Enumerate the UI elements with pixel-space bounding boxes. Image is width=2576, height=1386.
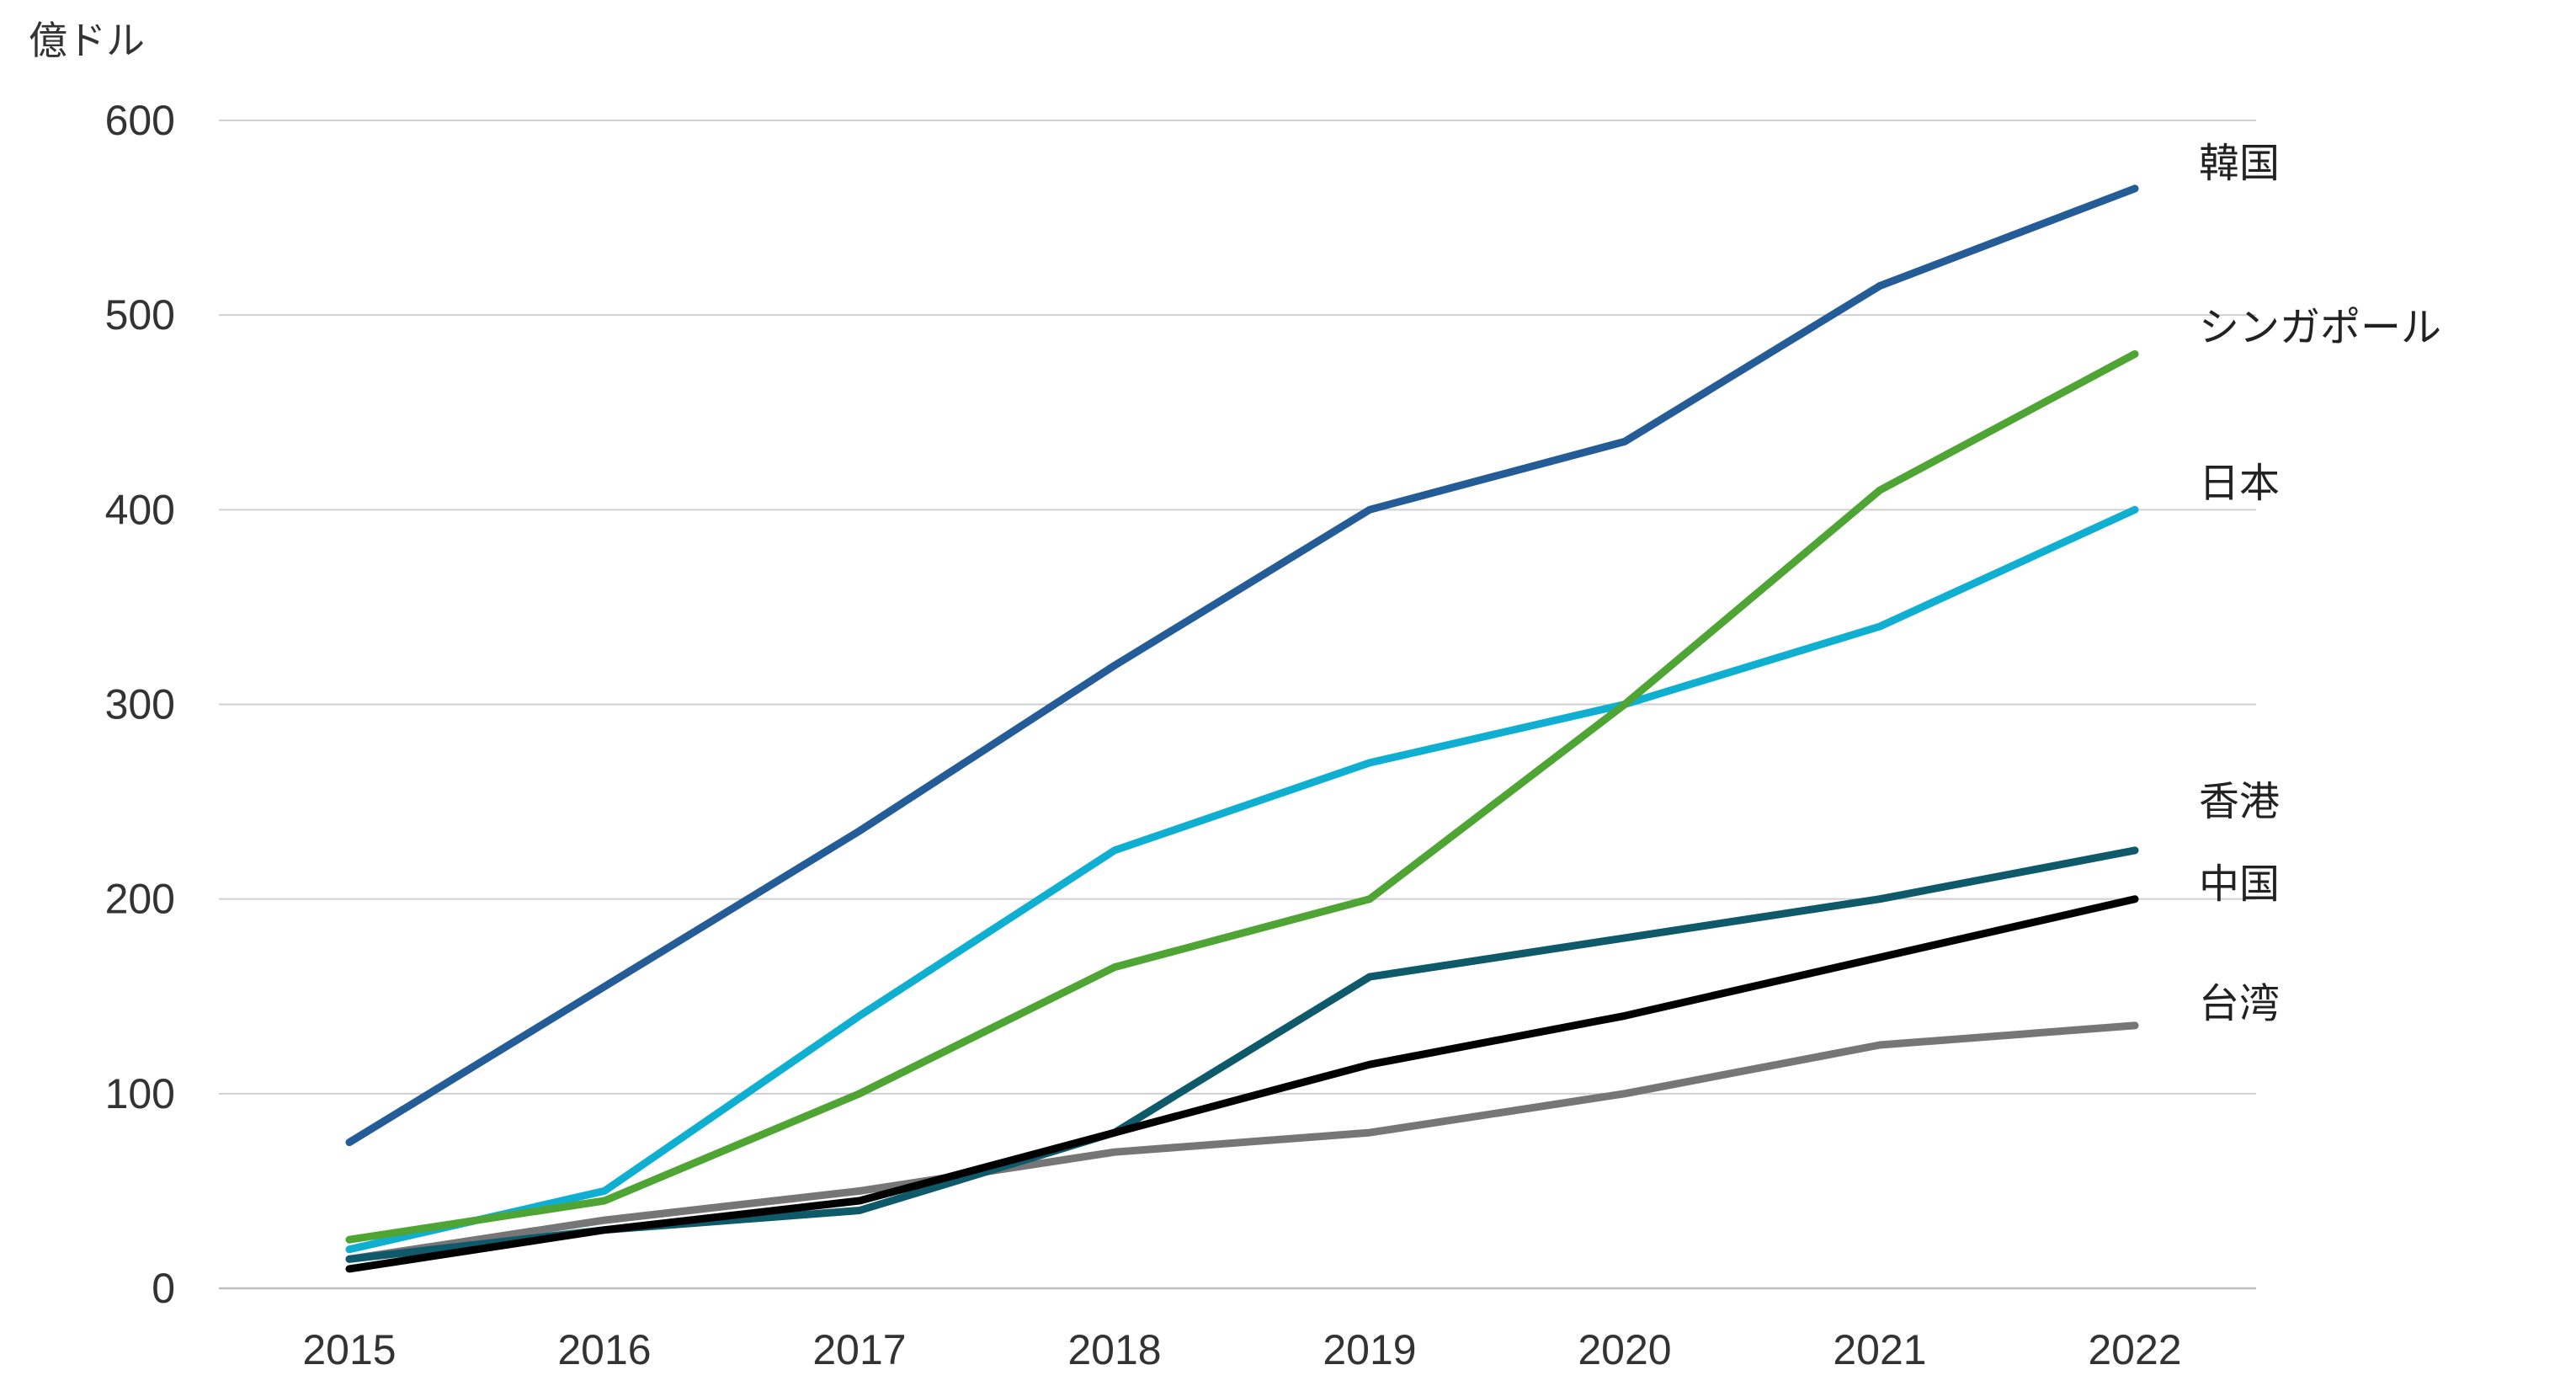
series-label-4: 中国	[2199, 861, 2280, 908]
series-label-0: 台湾	[2199, 980, 2280, 1027]
series-line-3	[345, 349, 2139, 1244]
x-tick-label-2020: 2020	[1578, 1326, 1671, 1373]
y-axis-ticks: 0 100 200 300 400 500 600	[105, 97, 175, 1312]
y-tick-label-300: 300	[105, 681, 175, 728]
x-tick-label-2015: 2015	[302, 1326, 396, 1373]
y-tick-label-0: 0	[152, 1265, 175, 1312]
y-axis-unit-label: 億ドル	[29, 18, 145, 63]
x-tick-label-2022: 2022	[2088, 1326, 2181, 1373]
series-line-4	[345, 895, 2139, 1273]
x-tick-label-2016: 2016	[557, 1326, 651, 1373]
series-line-5	[345, 184, 2139, 1147]
series-line-2	[345, 505, 2139, 1254]
x-axis-ticks: 2015 2016 2017 2018 2019 2020 2021 2022	[302, 1326, 2181, 1373]
gridlines	[219, 120, 2256, 1290]
series-label-3: シンガポール	[2199, 304, 2441, 351]
x-tick-label-2019: 2019	[1323, 1326, 1416, 1373]
series-line-0	[345, 1021, 2139, 1263]
y-tick-label-200: 200	[105, 876, 175, 923]
series-label-5: 韓国	[2199, 140, 2280, 187]
y-tick-label-600: 600	[105, 97, 175, 144]
x-tick-label-2017: 2017	[812, 1326, 906, 1373]
y-tick-label-100: 100	[105, 1070, 175, 1117]
series-label-2: 日本	[2199, 460, 2280, 507]
series-lines	[345, 184, 2139, 1273]
y-tick-label-400: 400	[105, 486, 175, 533]
y-tick-label-500: 500	[105, 291, 175, 339]
series-label-1: 香港	[2199, 778, 2280, 825]
x-tick-label-2018: 2018	[1067, 1326, 1161, 1373]
x-tick-label-2021: 2021	[1833, 1326, 1926, 1373]
